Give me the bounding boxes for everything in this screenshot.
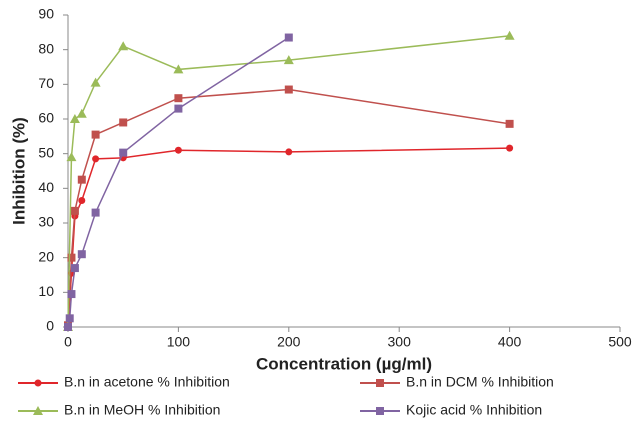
x-tick-label: 400	[498, 334, 522, 350]
series-line	[67, 35, 510, 328]
data-point	[67, 290, 76, 299]
y-tick-label: 80	[38, 40, 54, 56]
data-point	[504, 30, 515, 40]
legend-marker	[34, 379, 42, 387]
data-point	[91, 208, 100, 217]
y-tick-label: 40	[38, 179, 54, 195]
data-point	[506, 144, 514, 152]
legend-label: B.n in MeOH % Inhibition	[64, 402, 220, 418]
data-point	[119, 118, 128, 127]
x-axis-title: Concentration (µg/ml)	[256, 354, 432, 373]
data-point	[64, 323, 72, 331]
x-tick-label: 100	[167, 334, 191, 350]
series-line	[67, 36, 290, 328]
data-point	[67, 253, 76, 262]
data-point	[174, 94, 183, 103]
data-point	[78, 196, 86, 204]
x-tick-label: 300	[388, 334, 412, 350]
legend-marker	[376, 379, 384, 387]
data-point	[284, 33, 293, 42]
data-point	[119, 148, 128, 157]
legend-label: Kojic acid % Inhibition	[406, 402, 542, 418]
series-line	[67, 147, 510, 328]
data-point	[69, 114, 80, 123]
y-tick-label: 20	[38, 248, 54, 264]
data-point	[118, 41, 129, 51]
series-line	[67, 88, 510, 326]
data-point	[92, 155, 100, 163]
data-point	[91, 130, 100, 139]
y-tick-label: 10	[38, 283, 54, 299]
data-point	[505, 119, 514, 128]
y-tick-label: 90	[38, 6, 54, 22]
data-point	[76, 108, 87, 118]
legend-marker	[33, 406, 43, 415]
legend-marker	[376, 407, 384, 415]
data-point	[66, 152, 77, 162]
data-point	[284, 85, 293, 94]
data-point	[174, 146, 182, 154]
y-tick-label: 60	[38, 110, 54, 126]
legend-label: B.n in acetone % Inhibition	[64, 374, 230, 390]
data-point	[285, 148, 293, 156]
data-point	[77, 175, 86, 184]
data-point	[65, 314, 74, 323]
data-point	[174, 104, 183, 113]
x-tick-label: 500	[608, 334, 632, 350]
x-tick-label: 0	[64, 334, 72, 350]
y-tick-label: 50	[38, 144, 54, 160]
y-tick-label: 0	[46, 318, 54, 334]
y-axis-title: Inhibition (%)	[9, 117, 28, 225]
data-point	[173, 64, 184, 74]
data-point	[90, 77, 101, 87]
data-point	[70, 206, 79, 215]
data-point	[70, 264, 79, 273]
y-tick-label: 70	[38, 75, 54, 91]
data-point	[77, 250, 86, 259]
data-point	[283, 55, 294, 65]
x-tick-label: 200	[277, 334, 301, 350]
legend-label: B.n in DCM % Inhibition	[406, 374, 554, 390]
y-tick-label: 30	[38, 214, 54, 230]
